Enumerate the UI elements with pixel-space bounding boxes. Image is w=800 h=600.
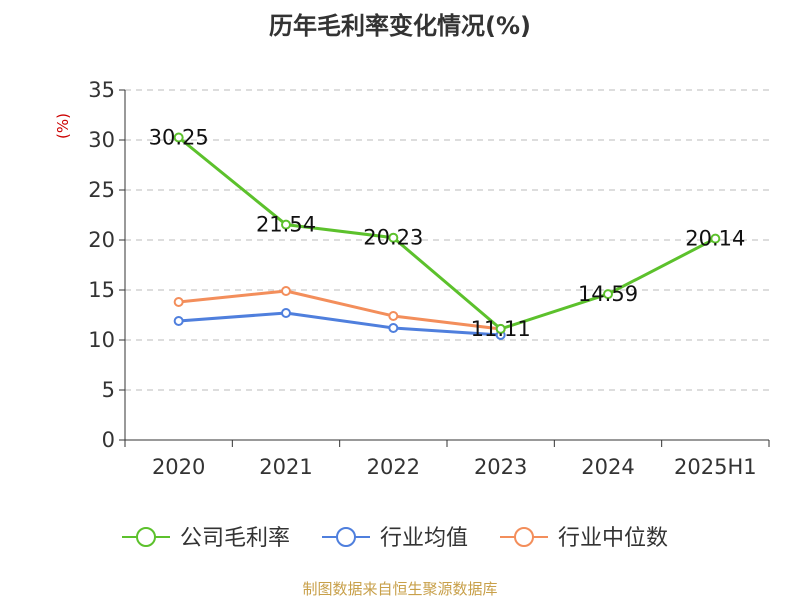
legend-item-2: 行业中位数 bbox=[500, 526, 668, 551]
legend-marker-2 bbox=[514, 527, 534, 547]
series-line-2 bbox=[178, 289, 501, 331]
y-tick-label-10: 10 bbox=[88, 328, 115, 352]
gridlines bbox=[125, 89, 769, 391]
data-point-2-2 bbox=[388, 311, 399, 321]
data-point-2-0 bbox=[173, 297, 184, 307]
y-tick-label-35: 35 bbox=[88, 78, 115, 102]
y-axis-label: (%) bbox=[54, 113, 72, 139]
x-tick-label-2021: 2021 bbox=[259, 455, 312, 479]
data-label-0-3: 11.11 bbox=[471, 317, 531, 341]
legend: 公司毛利率 行业均值 行业中位数 bbox=[122, 526, 668, 551]
tick-labels: 0 5 10 15 20 25 30 35 2020 2021 2022 2023 2024 2025H1 bbox=[88, 78, 756, 479]
legend-label-1: 行业均值 bbox=[380, 526, 468, 551]
axes bbox=[119, 89, 770, 447]
x-tick-label-2022: 2022 bbox=[367, 455, 420, 479]
x-tick-label-2024: 2024 bbox=[581, 455, 634, 479]
data-label-0-0: 30.25 bbox=[149, 126, 209, 150]
x-tick-label-2025H1: 2025H1 bbox=[674, 455, 757, 479]
legend-marker-1 bbox=[336, 527, 356, 547]
data-point-0-3 bbox=[495, 323, 506, 334]
y-tick-label-0: 0 bbox=[102, 428, 115, 452]
data-point-0-1 bbox=[281, 219, 291, 230]
chart-title: 历年毛利率变化情况(%) bbox=[269, 12, 531, 40]
data-point-0-5 bbox=[710, 233, 721, 244]
x-tick-label-2023: 2023 bbox=[474, 455, 527, 479]
data-label-0-1: 21.54 bbox=[256, 213, 316, 237]
y-tick-label-20: 20 bbox=[88, 228, 115, 252]
data-point-1-0 bbox=[173, 316, 184, 326]
y-tick-label-15: 15 bbox=[88, 278, 115, 302]
data-point-0-4 bbox=[603, 289, 613, 300]
y-tick-label-30: 30 bbox=[88, 128, 115, 152]
data-point-1-2 bbox=[388, 323, 399, 333]
legend-item-0: 公司毛利率 bbox=[122, 526, 290, 551]
legend-label-2: 行业中位数 bbox=[558, 526, 668, 551]
y-tick-label-25: 25 bbox=[88, 178, 115, 202]
data-point-0-2 bbox=[388, 232, 399, 243]
x-tick-label-2020: 2020 bbox=[152, 455, 205, 479]
data-label-0-5: 20.14 bbox=[685, 227, 745, 251]
series-0 bbox=[173, 132, 721, 334]
series-2 bbox=[173, 286, 506, 334]
data-labels: 30.25 21.54 20.23 11.11 14.59 20.14 bbox=[149, 126, 746, 341]
source-note: 制图数据来自恒生聚源数据库 bbox=[302, 580, 498, 598]
series-line-0 bbox=[177, 136, 717, 331]
series-lines bbox=[173, 132, 721, 340]
data-label-0-2: 20.23 bbox=[363, 226, 423, 250]
legend-marker-0 bbox=[136, 527, 156, 547]
data-label-0-4: 14.59 bbox=[578, 282, 638, 306]
data-point-1-1 bbox=[281, 308, 291, 318]
data-point-2-1 bbox=[281, 286, 291, 296]
legend-item-1: 行业均值 bbox=[322, 526, 468, 551]
series-line-1 bbox=[178, 311, 501, 337]
legend-label-0: 公司毛利率 bbox=[180, 526, 290, 551]
data-point-0-0 bbox=[173, 132, 184, 143]
y-tick-label-5: 5 bbox=[102, 378, 115, 402]
